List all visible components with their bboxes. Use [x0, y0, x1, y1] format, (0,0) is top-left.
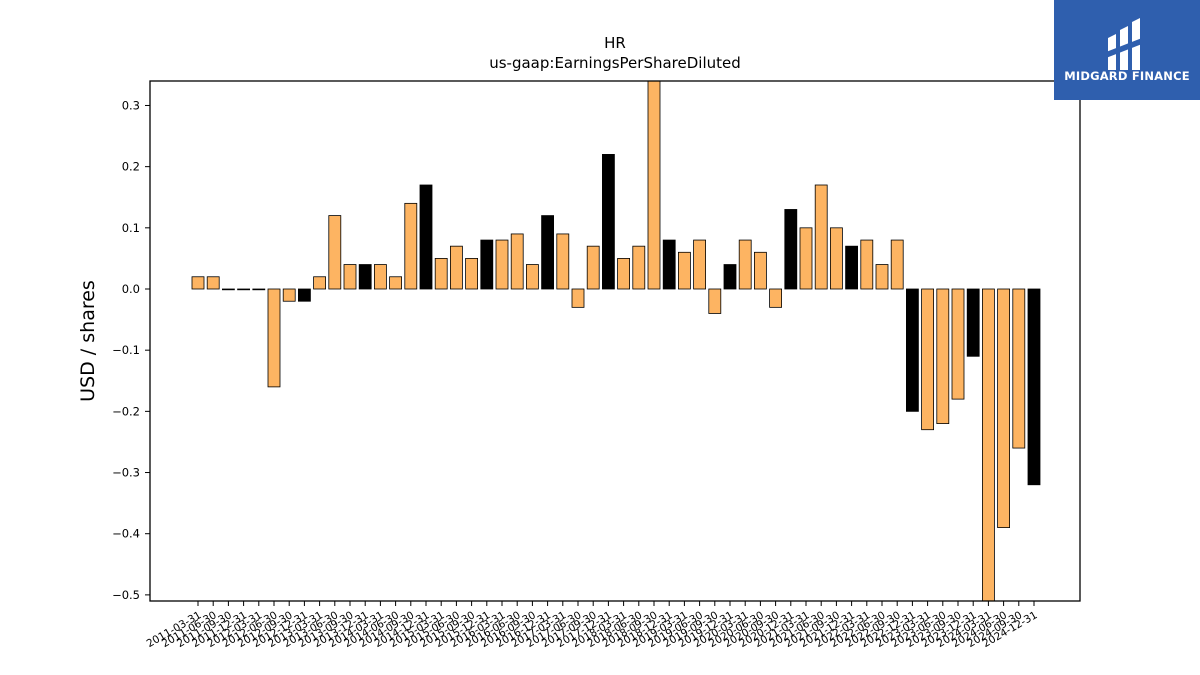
bar-2011-09-30 [221, 288, 235, 291]
bar-2012-09-30 [282, 288, 296, 302]
bar-2012-06-30 [267, 288, 281, 388]
bar-2023-09-30 [951, 288, 965, 400]
y-axis-ticks: 0.3 0.2 0.1 0.0 −0.1 −0.2 −0.3 −0.4 −0.5 [112, 98, 150, 602]
bar-2022-09-30 [890, 239, 904, 290]
bar-2015-09-30 [465, 258, 479, 290]
bar-2016-03-31 [495, 239, 509, 290]
bar-2018-06-30 [632, 245, 646, 290]
y-tick-label: 0.2 [122, 160, 140, 174]
bar-2020-12-31 [784, 209, 798, 290]
bar-2020-06-30 [754, 251, 767, 290]
bar-2021-03-31 [799, 227, 813, 290]
bar-2024-03-31 [982, 288, 995, 602]
bar-2024-12-31 [1027, 288, 1041, 486]
bar-2018-09-30 [647, 80, 661, 290]
chart-subtitle: us-gaap:EarningsPerShareDiluted [489, 54, 741, 72]
bar-2020-03-31 [738, 239, 752, 290]
bar-2016-06-30 [510, 233, 524, 290]
bar-2021-12-31 [845, 245, 858, 290]
bar-2013-03-31 [313, 276, 327, 290]
bars-group [191, 80, 1041, 602]
y-tick-label: 0.1 [122, 221, 140, 235]
midgard-finance-logo: MIDGARD FINANCE [1054, 0, 1200, 100]
bar-2013-06-30 [328, 215, 342, 290]
bar-2014-12-31 [419, 184, 433, 290]
bar-2019-06-30 [693, 239, 706, 290]
bar-2014-03-31 [373, 264, 387, 290]
midgard-logo-icon [1106, 18, 1142, 70]
logo-text: MIDGARD FINANCE [1064, 69, 1190, 83]
bar-2012-03-31 [252, 288, 266, 291]
y-tick-label: −0.3 [112, 466, 140, 480]
x-axis-ticks: 2011-03-312011-06-302011-09-302011-12-31… [145, 601, 1040, 650]
bar-2011-06-30 [206, 276, 220, 290]
bar-2022-12-31 [906, 288, 919, 412]
bar-2019-03-31 [678, 251, 691, 290]
bar-2017-09-30 [586, 245, 600, 290]
bar-2023-06-30 [936, 288, 950, 424]
bar-2023-03-31 [921, 288, 934, 431]
bar-2012-12-31 [297, 288, 311, 302]
bar-2014-06-30 [389, 276, 403, 290]
bar-2013-12-31 [358, 264, 372, 290]
y-tick-label: −0.1 [112, 343, 140, 357]
bar-2014-09-30 [404, 202, 418, 290]
bar-2018-12-31 [662, 239, 676, 290]
bar-2021-06-30 [814, 184, 828, 290]
bar-2017-03-31 [556, 233, 570, 290]
y-axis-label: USD / shares [77, 280, 99, 402]
bar-2017-06-30 [571, 288, 585, 308]
y-tick-label: −0.4 [112, 527, 140, 541]
bar-2015-03-31 [434, 258, 448, 290]
y-tick-label: 0.0 [122, 282, 140, 296]
bar-2024-09-30 [1012, 288, 1026, 449]
bar-2024-06-30 [997, 288, 1010, 528]
bar-2013-09-30 [343, 264, 357, 290]
bar-2017-12-31 [602, 154, 615, 290]
chart-title: HR [604, 34, 626, 52]
y-tick-label: −0.2 [112, 404, 140, 418]
bar-2016-12-31 [541, 215, 554, 290]
bar-2015-12-31 [480, 239, 494, 290]
bar-2015-06-30 [449, 245, 463, 290]
bar-2018-03-31 [617, 258, 630, 290]
bar-2021-09-30 [830, 227, 843, 290]
bar-2019-12-31 [723, 264, 737, 290]
y-tick-label: −0.5 [112, 588, 140, 602]
bar-2020-09-30 [769, 288, 782, 308]
bar-2023-12-31 [966, 288, 980, 357]
bar-2019-09-30 [708, 288, 722, 314]
bar-2022-03-31 [860, 239, 874, 290]
bar-2011-12-31 [237, 288, 251, 291]
bar-2011-03-31 [191, 276, 205, 290]
bar-2022-06-30 [875, 264, 889, 290]
plot-frame [149, 80, 1081, 602]
bar-2016-09-30 [526, 264, 539, 290]
y-tick-label: 0.3 [122, 98, 140, 112]
